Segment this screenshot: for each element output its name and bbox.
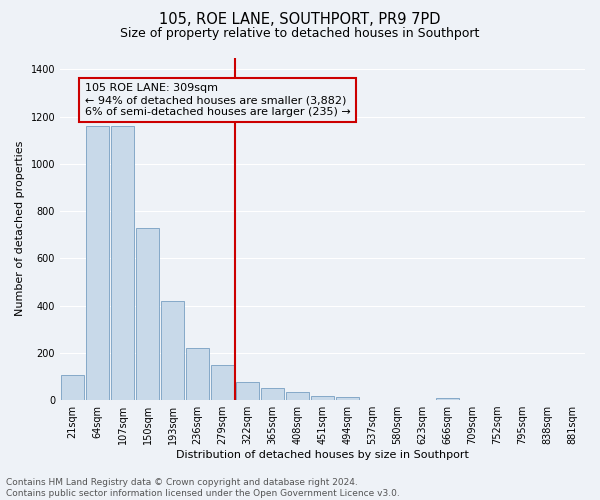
- Bar: [211, 364, 234, 400]
- Bar: [236, 382, 259, 400]
- Bar: [161, 301, 184, 400]
- Bar: [311, 396, 334, 400]
- Bar: [336, 397, 359, 400]
- Bar: [61, 375, 84, 400]
- Bar: [436, 398, 459, 400]
- Bar: [136, 228, 159, 400]
- Y-axis label: Number of detached properties: Number of detached properties: [15, 141, 25, 316]
- Text: 105, ROE LANE, SOUTHPORT, PR9 7PD: 105, ROE LANE, SOUTHPORT, PR9 7PD: [159, 12, 441, 28]
- Bar: [286, 392, 309, 400]
- Text: 105 ROE LANE: 309sqm
← 94% of detached houses are smaller (3,882)
6% of semi-det: 105 ROE LANE: 309sqm ← 94% of detached h…: [85, 84, 351, 116]
- Bar: [186, 348, 209, 400]
- Bar: [86, 126, 109, 400]
- Text: Size of property relative to detached houses in Southport: Size of property relative to detached ho…: [121, 28, 479, 40]
- X-axis label: Distribution of detached houses by size in Southport: Distribution of detached houses by size …: [176, 450, 469, 460]
- Bar: [111, 126, 134, 400]
- Text: Contains HM Land Registry data © Crown copyright and database right 2024.
Contai: Contains HM Land Registry data © Crown c…: [6, 478, 400, 498]
- Bar: [261, 388, 284, 400]
